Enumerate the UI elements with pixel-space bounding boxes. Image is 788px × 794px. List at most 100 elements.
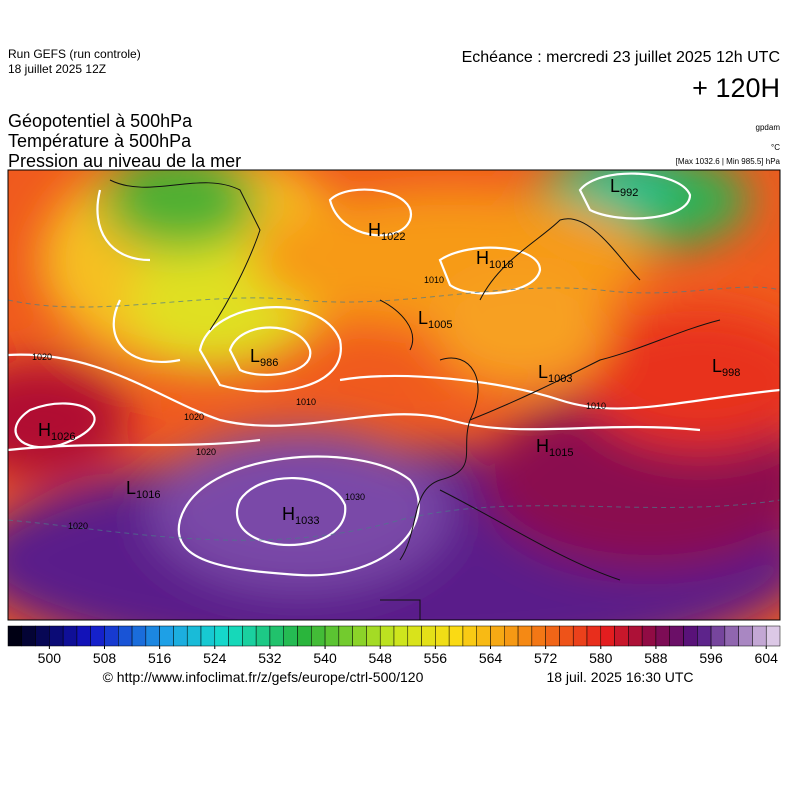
- colorbar-cell: [35, 625, 50, 647]
- center-kind: H: [476, 248, 489, 268]
- colorbar-cell: [242, 625, 257, 647]
- center-pressure: 986: [260, 357, 278, 369]
- colorbar-cell: [283, 625, 298, 647]
- pressure-center: H1018: [476, 248, 513, 271]
- colorbar-label: 580: [589, 650, 613, 666]
- colorbar-cell: [393, 625, 409, 647]
- colorbar-cell: [62, 625, 78, 647]
- colorbar-cell: [76, 625, 91, 647]
- colorbar-cell: [600, 625, 615, 647]
- colorbar-cell: [614, 625, 629, 647]
- colorbar-cell: [269, 625, 284, 647]
- pressure-center: L998: [712, 356, 740, 379]
- colorbar-cell: [531, 625, 546, 647]
- colorbar-cell: [683, 625, 698, 647]
- colorbar-cell: [407, 625, 422, 647]
- colorbar-cell: [379, 625, 395, 647]
- colorbar-label: 572: [534, 650, 558, 666]
- colorbar-cell: [572, 625, 588, 647]
- colorbar-cell: [724, 625, 739, 647]
- pressure-center: L986: [250, 346, 278, 369]
- colorbar-cell: [7, 625, 23, 647]
- field-label: Géopotentiel à 500hPa: [8, 111, 193, 131]
- center-pressure: 998: [722, 367, 740, 379]
- colorbar-label: 596: [699, 650, 723, 666]
- colorbar-cell: [366, 625, 381, 647]
- colorbar-label: 556: [424, 650, 448, 666]
- colorbar-cell: [352, 625, 367, 647]
- colorbar-cell: [186, 625, 202, 647]
- colorbar-cell: [517, 625, 533, 647]
- unit-label: gpdam: [756, 123, 781, 132]
- center-pressure: 1015: [549, 447, 573, 459]
- center-kind: L: [610, 176, 620, 196]
- isobar-label: 1010: [296, 397, 316, 407]
- colorbar-cell: [90, 625, 105, 647]
- colorbar-cell: [490, 625, 505, 647]
- valid-time: Echéance : mercredi 23 juillet 2025 12h …: [462, 49, 780, 66]
- center-pressure: 1003: [548, 373, 572, 385]
- center-kind: L: [418, 308, 428, 328]
- pressure-center: L1016: [126, 478, 161, 501]
- center-kind: H: [282, 504, 295, 524]
- colorbar-cell: [710, 625, 726, 647]
- center-kind: H: [38, 420, 51, 440]
- pressure-center: L992: [610, 176, 638, 199]
- colorbar-cell: [131, 625, 147, 647]
- colorbar-cell: [145, 625, 160, 647]
- field-label: Pression au niveau de la mer: [8, 151, 241, 171]
- center-pressure: 1005: [428, 319, 452, 331]
- center-kind: H: [368, 220, 381, 240]
- field-label: Température à 500hPa: [8, 131, 192, 151]
- isobar-label: 1010: [586, 401, 606, 411]
- colorbar-cell: [49, 625, 64, 647]
- unit-label: °C: [771, 143, 780, 152]
- isobar-label: 1020: [196, 447, 216, 457]
- center-pressure: 1016: [136, 489, 160, 501]
- pressure-center: H1026: [38, 420, 75, 443]
- colorbar-label: 564: [479, 650, 503, 666]
- colorbar-cell: [628, 625, 643, 647]
- unit-label: [Max 1032.6 | Min 985.5] hPa: [676, 157, 781, 166]
- pressure-center: L1005: [418, 308, 453, 331]
- center-kind: L: [538, 362, 548, 382]
- map: [8, 170, 780, 620]
- isobar-label: 1020: [184, 412, 204, 422]
- colorbar-label: 588: [644, 650, 668, 666]
- colorbar-cell: [545, 625, 560, 647]
- colorbar-cell: [448, 625, 464, 647]
- colorbar-label: 516: [148, 650, 172, 666]
- colorbar-label: 532: [258, 650, 282, 666]
- colorbar-cell: [228, 625, 243, 647]
- center-kind: L: [250, 346, 260, 366]
- generated-time: 18 juil. 2025 16:30 UTC: [546, 669, 693, 685]
- colorbar-label: 604: [755, 650, 779, 666]
- center-pressure: 1018: [489, 259, 513, 271]
- colorbar-cell: [297, 625, 312, 647]
- isobar-label: 1030: [345, 492, 365, 502]
- center-pressure: 1022: [381, 231, 405, 243]
- pressure-center: L1003: [538, 362, 573, 385]
- colorbar-label: 548: [369, 650, 393, 666]
- colorbar-cell: [738, 625, 753, 647]
- colorbar-cell: [338, 625, 353, 647]
- isobar-label: 1020: [32, 352, 52, 362]
- map-frame: [7, 169, 781, 621]
- center-pressure: 1026: [51, 431, 75, 443]
- colorbar-cell: [311, 625, 326, 647]
- colorbar-cell: [476, 625, 491, 647]
- colorbar-cell: [669, 625, 684, 647]
- pressure-center: H1022: [368, 220, 405, 243]
- center-kind: H: [536, 436, 549, 456]
- colorbar-cell: [118, 625, 133, 647]
- colorbar-cell: [586, 625, 602, 647]
- source-url: © http://www.infoclimat.fr/z/gefs/europe…: [103, 669, 424, 685]
- colorbar-cell: [462, 625, 477, 647]
- colorbar-cell: [421, 625, 436, 647]
- center-pressure: 1033: [295, 515, 319, 527]
- colorbar-cell: [765, 625, 781, 647]
- colorbar-cell: [200, 625, 216, 647]
- run-date: 18 juillet 2025 12Z: [8, 62, 106, 76]
- pressure-center: H1015: [536, 436, 573, 459]
- pressure-center: H1033: [282, 504, 319, 527]
